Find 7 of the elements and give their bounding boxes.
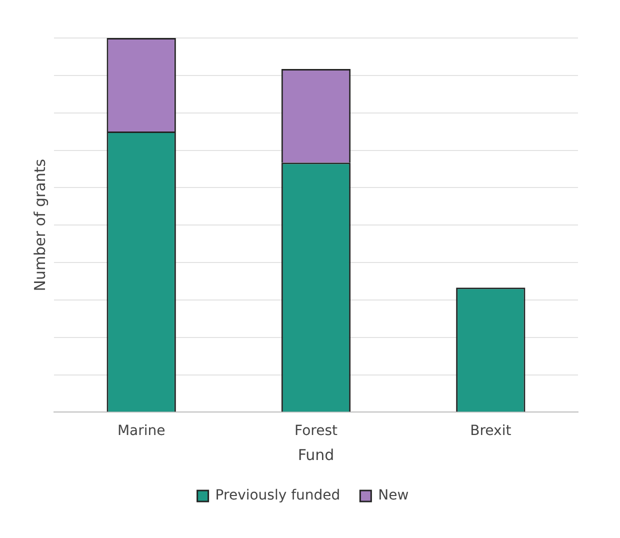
- x-tick-label: Forest: [294, 423, 338, 440]
- legend-label: Previously funded: [215, 488, 340, 504]
- x-tick-label: Marine: [117, 423, 166, 440]
- legend-label: New: [378, 488, 409, 504]
- y-axis-title: Number of grants: [30, 158, 49, 292]
- x-tick-label: Brexit: [470, 423, 512, 440]
- x-axis-title: Fund: [298, 446, 334, 464]
